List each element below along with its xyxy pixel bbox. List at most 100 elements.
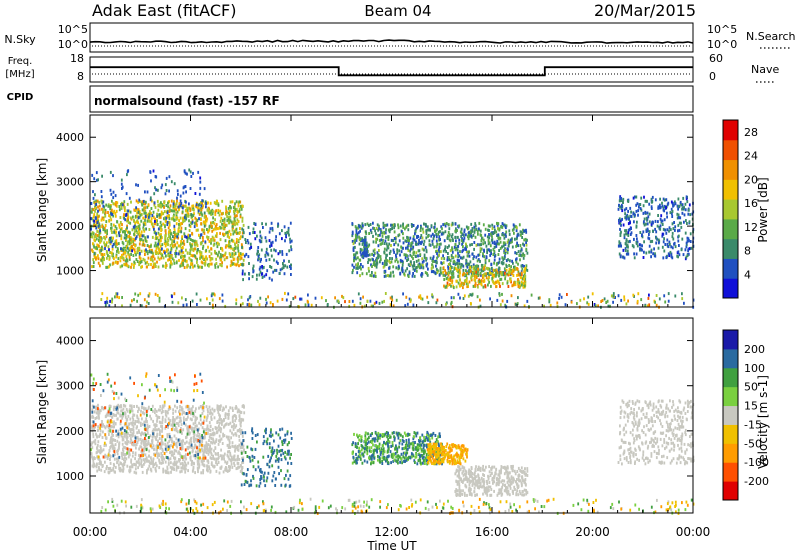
power-cell — [501, 282, 504, 286]
power-cell — [389, 261, 391, 265]
power-cell — [99, 240, 102, 244]
power-cell — [190, 247, 192, 251]
power-cell — [483, 279, 486, 283]
power-cell — [376, 237, 379, 241]
power-cell — [176, 241, 179, 245]
velocity-cell — [206, 432, 209, 436]
power-cell — [123, 250, 125, 254]
velocity-cell — [186, 425, 189, 429]
power-cell — [677, 229, 679, 233]
velocity-cell — [173, 434, 176, 438]
power-cell — [446, 237, 449, 240]
velocity-cell — [127, 455, 130, 459]
power-cell — [174, 249, 177, 253]
power-cell — [449, 259, 452, 263]
velocity-cell — [215, 469, 218, 473]
power-cell — [492, 268, 495, 272]
power-cell — [215, 257, 217, 261]
power-cell — [115, 209, 118, 213]
power-cell — [463, 294, 466, 298]
power-cell — [503, 249, 506, 253]
power-cell — [661, 245, 664, 249]
power-cell — [366, 222, 369, 226]
power-cell — [407, 248, 410, 252]
power-cell — [419, 236, 422, 240]
power-cell — [618, 241, 621, 245]
power-cell — [153, 230, 156, 234]
power-cell — [448, 238, 451, 242]
power-cell — [659, 203, 661, 207]
power-cell — [408, 271, 411, 275]
power-cell — [450, 266, 453, 269]
power-cell — [493, 225, 496, 229]
power-cell — [474, 281, 477, 285]
velocity-cell — [229, 429, 232, 433]
power-cell — [245, 241, 247, 244]
power-cell — [158, 251, 161, 255]
velocity-cell — [117, 435, 120, 439]
power-cell — [493, 261, 495, 265]
power-cell — [289, 265, 291, 268]
power-cell — [241, 272, 244, 276]
power-cell — [197, 209, 200, 213]
velocity-cell — [138, 463, 141, 467]
power-cell — [462, 264, 465, 268]
power-cell — [168, 235, 170, 238]
power-cell — [517, 284, 520, 288]
power-cell — [188, 168, 191, 172]
power-cell — [558, 296, 560, 300]
power-cell — [212, 238, 214, 242]
power-cell — [160, 252, 162, 256]
power-cell — [419, 241, 422, 245]
power-cell — [619, 242, 622, 246]
power-cell — [144, 218, 146, 222]
power-cell — [154, 217, 156, 221]
velocity-cell — [206, 408, 209, 412]
power-cell — [129, 303, 132, 307]
power-cell — [643, 195, 645, 199]
velocity-cell — [189, 456, 192, 460]
power-cell — [168, 257, 171, 261]
velocity-cell — [99, 445, 102, 449]
velocity-cell — [139, 445, 142, 449]
power-cell — [176, 189, 179, 193]
power-cell — [405, 253, 407, 257]
power-cell — [512, 223, 515, 227]
power-cell — [491, 241, 494, 245]
power-cell — [210, 212, 212, 216]
power-cell — [155, 246, 158, 250]
velocity-cell — [120, 414, 123, 417]
power-cell — [177, 244, 180, 248]
power-cell — [622, 255, 625, 259]
power-cell — [238, 231, 241, 235]
power-cell — [183, 170, 186, 174]
power-cell — [148, 219, 151, 223]
power-cell — [384, 239, 387, 243]
power-cell — [206, 297, 208, 301]
power-cell — [139, 213, 142, 217]
power-cell — [471, 229, 474, 233]
power-cell — [454, 243, 457, 247]
power-cell — [498, 266, 500, 270]
power-cell — [630, 227, 632, 230]
velocity-cell — [128, 448, 131, 452]
power-cell — [222, 254, 225, 258]
velocity-cell — [201, 447, 203, 451]
power-cell — [462, 286, 464, 290]
power-cell — [511, 228, 514, 232]
power-cell — [630, 231, 633, 235]
velocity-cell — [98, 458, 101, 461]
velocity-cell — [96, 409, 99, 413]
velocity-cell — [119, 422, 122, 426]
power-cell — [151, 235, 154, 239]
power-cell — [389, 296, 392, 300]
nsky-label: N.Sky — [4, 33, 36, 46]
power-cell — [277, 224, 279, 228]
power-cell — [367, 261, 369, 264]
power-cell — [358, 265, 361, 269]
power-cell — [489, 297, 491, 301]
power-cell — [169, 230, 172, 234]
power-cell — [292, 297, 295, 301]
power-cell — [502, 223, 505, 227]
velocity-cell — [120, 434, 123, 438]
